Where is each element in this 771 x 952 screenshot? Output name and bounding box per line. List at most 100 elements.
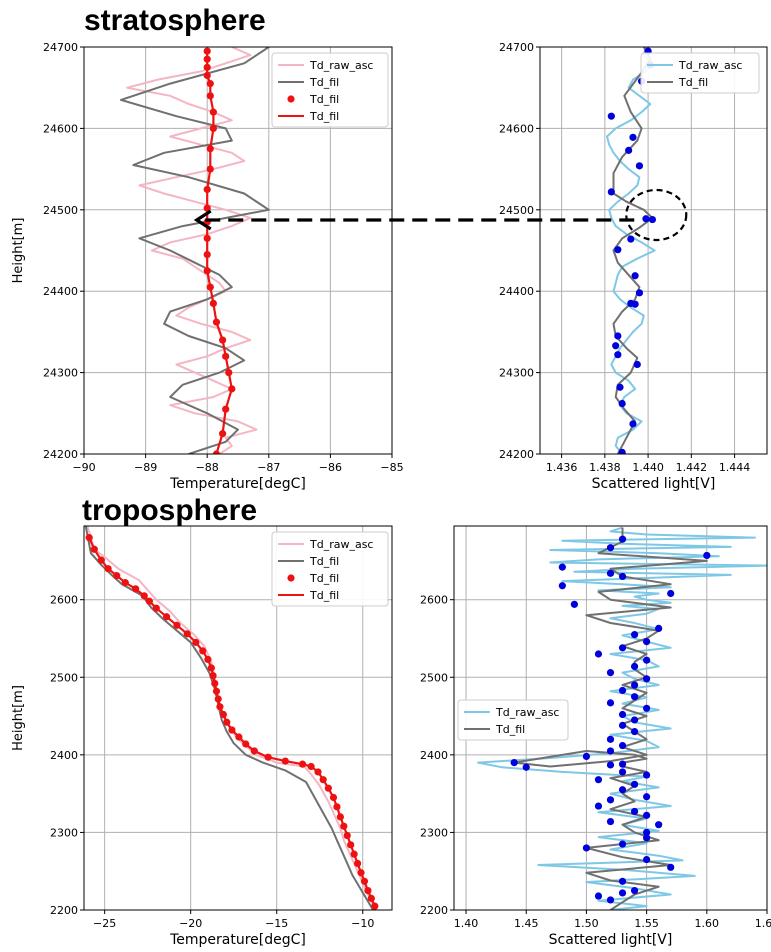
legend-label: Td_fil [309, 555, 339, 568]
data-point [618, 741, 627, 750]
x-tick-label: 1.436 [546, 461, 578, 474]
series-line-filtered [120, 47, 270, 454]
legend-label: Td_fil [309, 589, 339, 602]
data-point [235, 733, 243, 741]
data-point [618, 786, 627, 794]
data-point [199, 647, 207, 655]
data-point [222, 352, 230, 360]
series-line-raw [126, 47, 258, 454]
data-point [203, 204, 211, 212]
data-point [618, 535, 627, 543]
stratosphere-title: stratosphere [84, 4, 266, 37]
data-point [643, 855, 651, 864]
y-tick-label: 24200 [43, 448, 78, 461]
legend-swatch-points [287, 95, 295, 103]
data-point [209, 299, 217, 308]
x-tick-label: 1.438 [589, 461, 621, 474]
data-point [606, 796, 615, 804]
data-point [206, 92, 214, 100]
data-point [606, 817, 615, 826]
data-point [206, 165, 214, 173]
data-point [212, 318, 221, 326]
legend-label: Td_fil [309, 110, 339, 123]
legend-label: Td_fil [309, 93, 339, 106]
y-tick-label: 24600 [499, 122, 534, 135]
data-point [206, 145, 214, 153]
data-point [607, 112, 615, 120]
legend-box [271, 52, 389, 128]
troposphere-title: troposphere [82, 494, 258, 527]
data-point [281, 757, 289, 765]
data-point [630, 727, 639, 736]
legend-label: Td_fil [678, 76, 708, 89]
data-point [85, 534, 93, 542]
data-point [228, 726, 236, 734]
data-point [629, 133, 637, 141]
x-tick-label: −20 [179, 917, 202, 930]
x-tick-label: 1.60 [695, 917, 720, 930]
data-point [212, 450, 221, 454]
peak-highlight-circle [625, 188, 688, 242]
axes-frame [453, 525, 768, 911]
data-point [140, 592, 148, 600]
data-point [558, 582, 566, 590]
legend: Td_raw_asc Td_fil [640, 52, 760, 94]
data-point [203, 55, 211, 63]
legend-label: Td_raw_asc [678, 59, 742, 72]
data-point [643, 828, 651, 837]
data-point [203, 185, 211, 194]
data-point [204, 655, 212, 664]
data-point [618, 768, 627, 776]
data-point [250, 747, 258, 755]
data-point [643, 704, 651, 712]
data-point [629, 420, 637, 428]
trop-light-plot: 1.40 1.45 1.50 1.55 1.60 1.65 2200 2300 2400 2500… [420, 525, 771, 948]
data-point [625, 146, 633, 154]
data-point [104, 565, 112, 573]
legend-label: Td_raw_asc [309, 538, 373, 551]
data-point [582, 844, 591, 852]
data-point [558, 563, 566, 571]
data-point [618, 721, 627, 729]
data-point [152, 604, 160, 612]
x-tick-label: 1.50 [574, 917, 599, 930]
data-point [333, 803, 341, 811]
x-tick-label: −86 [319, 461, 342, 474]
data-point [643, 811, 651, 819]
data-point [336, 813, 344, 821]
data-point [219, 710, 227, 719]
data-point [627, 299, 635, 308]
data-point [357, 869, 365, 877]
x-axis-label: Scattered light[V] [549, 932, 673, 948]
x-tick-label: −15 [265, 917, 288, 930]
legend-label: Td_raw_asc [309, 59, 373, 72]
y-tick-label: 24300 [499, 367, 534, 380]
data-point [630, 780, 639, 788]
legend-label: Td_raw_asc [495, 706, 559, 719]
data-point [183, 630, 191, 638]
x-tick-label: −90 [72, 461, 95, 474]
data-point [606, 735, 615, 743]
data-point [173, 621, 181, 629]
legend: Td_raw_asc Td_fil Td_fil Td_fil [271, 52, 389, 128]
data-point [633, 360, 641, 369]
axes-frame [83, 46, 393, 455]
data-point [606, 569, 615, 577]
data-point [216, 703, 224, 711]
data-point [643, 656, 651, 664]
plot-data-area [84, 526, 379, 910]
data-point [606, 896, 615, 904]
data-point [203, 234, 211, 242]
x-tick-label: −10 [351, 917, 374, 930]
data-point [635, 162, 644, 170]
y-tick-label: 2400 [50, 749, 78, 762]
data-point [614, 332, 622, 340]
data-point [203, 250, 211, 259]
data-point [350, 850, 358, 858]
data-point [643, 793, 651, 801]
data-point [643, 834, 651, 842]
axes-frame [83, 525, 393, 911]
strat-temp-plot: −90 −89 −88 −87 −86 −85 24200 24300 24400 24500 24… [11, 41, 404, 492]
data-point [643, 675, 651, 683]
y-tick-label: 24600 [43, 122, 78, 135]
